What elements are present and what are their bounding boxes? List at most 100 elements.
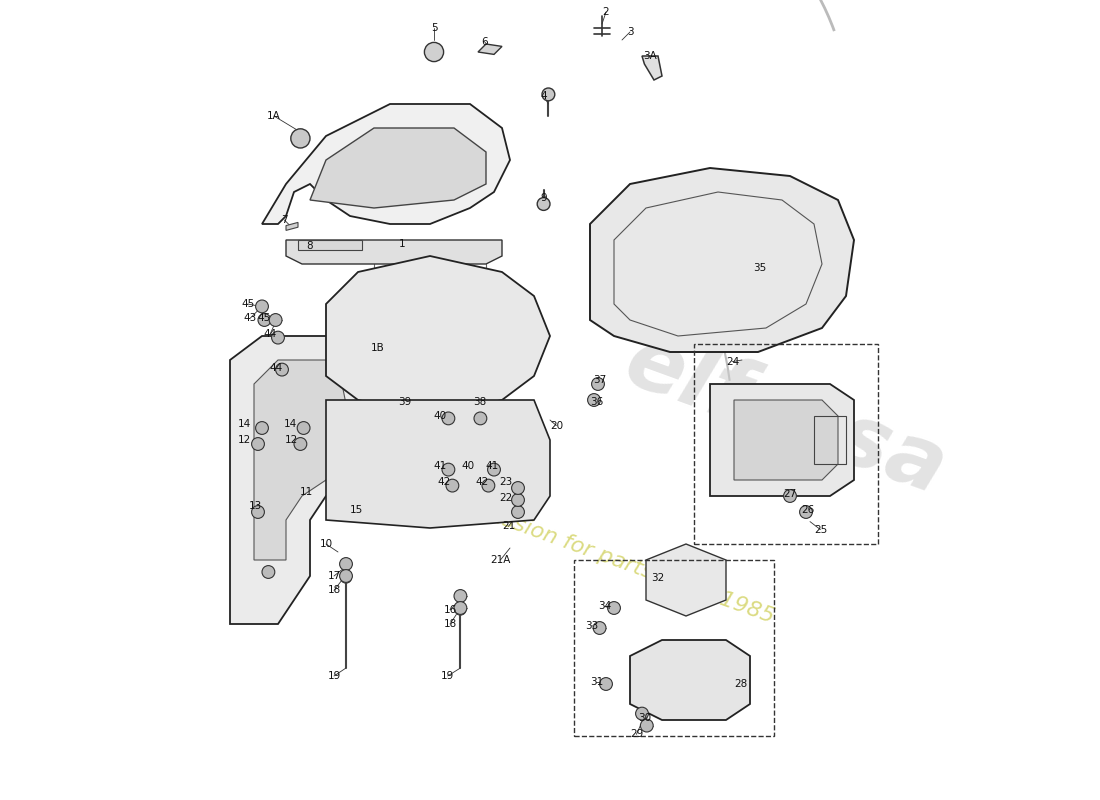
Polygon shape (286, 222, 298, 230)
Circle shape (262, 566, 275, 578)
Text: 42: 42 (475, 477, 488, 486)
Circle shape (425, 42, 443, 62)
Text: 16: 16 (443, 605, 456, 614)
Circle shape (270, 314, 282, 326)
Circle shape (487, 463, 500, 476)
Circle shape (258, 314, 271, 326)
Text: 3A: 3A (644, 51, 657, 61)
Text: 6: 6 (481, 37, 487, 46)
Circle shape (607, 602, 620, 614)
Circle shape (290, 129, 310, 148)
Text: 5: 5 (431, 23, 438, 33)
Text: 14: 14 (238, 419, 251, 429)
Text: 11: 11 (299, 487, 312, 497)
Text: 8: 8 (307, 242, 314, 251)
Text: 27: 27 (783, 490, 796, 499)
Text: 19: 19 (441, 671, 454, 681)
Text: 22: 22 (499, 493, 513, 502)
Text: 40: 40 (433, 411, 447, 421)
Circle shape (340, 558, 352, 570)
Text: 17: 17 (328, 571, 341, 581)
Text: 40: 40 (462, 461, 475, 470)
Polygon shape (630, 640, 750, 720)
Text: 23: 23 (499, 477, 513, 486)
Polygon shape (734, 400, 838, 480)
Text: 45: 45 (257, 314, 271, 323)
Circle shape (454, 602, 466, 614)
FancyBboxPatch shape (298, 240, 362, 250)
Circle shape (446, 479, 459, 492)
Text: 10: 10 (319, 539, 332, 549)
Text: 2: 2 (603, 7, 609, 17)
Text: 25: 25 (814, 525, 827, 534)
Text: 18: 18 (443, 619, 456, 629)
Circle shape (800, 506, 813, 518)
Circle shape (640, 719, 653, 732)
Text: 36: 36 (590, 397, 603, 406)
Circle shape (593, 622, 606, 634)
Text: 18: 18 (328, 586, 341, 595)
Polygon shape (230, 336, 374, 624)
Text: 3: 3 (627, 27, 634, 37)
Circle shape (512, 506, 525, 518)
Text: 14: 14 (284, 419, 297, 429)
Polygon shape (326, 256, 550, 416)
Text: 28: 28 (734, 679, 747, 689)
Circle shape (340, 572, 352, 583)
Polygon shape (326, 400, 550, 528)
Circle shape (272, 331, 285, 344)
Text: 1: 1 (398, 239, 405, 249)
Circle shape (255, 300, 268, 313)
Text: 31: 31 (590, 677, 603, 686)
Polygon shape (642, 56, 662, 80)
Circle shape (276, 363, 288, 376)
Circle shape (252, 506, 264, 518)
Text: 1A: 1A (267, 111, 280, 121)
Text: 9: 9 (540, 193, 547, 202)
Circle shape (294, 438, 307, 450)
Polygon shape (710, 384, 854, 496)
Text: 4: 4 (540, 91, 547, 101)
Circle shape (482, 479, 495, 492)
Polygon shape (478, 44, 502, 54)
Text: 44: 44 (263, 330, 276, 339)
Circle shape (340, 570, 352, 582)
Polygon shape (254, 360, 350, 560)
Text: 38: 38 (473, 397, 486, 406)
Text: 19: 19 (328, 671, 341, 681)
Text: 32: 32 (651, 573, 664, 582)
Circle shape (783, 490, 796, 502)
Circle shape (600, 678, 613, 690)
Text: 35: 35 (754, 263, 767, 273)
Circle shape (454, 604, 466, 615)
Text: 44: 44 (270, 363, 283, 373)
Circle shape (255, 422, 268, 434)
Text: 12: 12 (238, 435, 251, 445)
Text: 37: 37 (593, 375, 606, 385)
Circle shape (297, 422, 310, 434)
Text: 39: 39 (398, 397, 411, 406)
Text: 33: 33 (585, 621, 598, 630)
Circle shape (454, 590, 466, 602)
Text: 26: 26 (801, 506, 814, 515)
Text: 41: 41 (486, 461, 499, 470)
Polygon shape (310, 128, 486, 208)
Text: 42: 42 (438, 477, 451, 486)
Polygon shape (286, 240, 502, 264)
Polygon shape (590, 168, 854, 352)
Circle shape (512, 482, 525, 494)
Circle shape (587, 394, 601, 406)
Circle shape (636, 707, 648, 720)
Circle shape (537, 198, 550, 210)
Text: 1B: 1B (371, 343, 385, 353)
Text: 43: 43 (243, 314, 256, 323)
Circle shape (542, 88, 554, 101)
Text: 13: 13 (249, 501, 262, 510)
Text: 34: 34 (597, 602, 611, 611)
Text: 24: 24 (726, 357, 739, 366)
Text: 12: 12 (285, 435, 298, 445)
Text: 7: 7 (282, 215, 288, 225)
Text: 21: 21 (502, 522, 515, 531)
Circle shape (252, 438, 264, 450)
Polygon shape (262, 104, 510, 224)
